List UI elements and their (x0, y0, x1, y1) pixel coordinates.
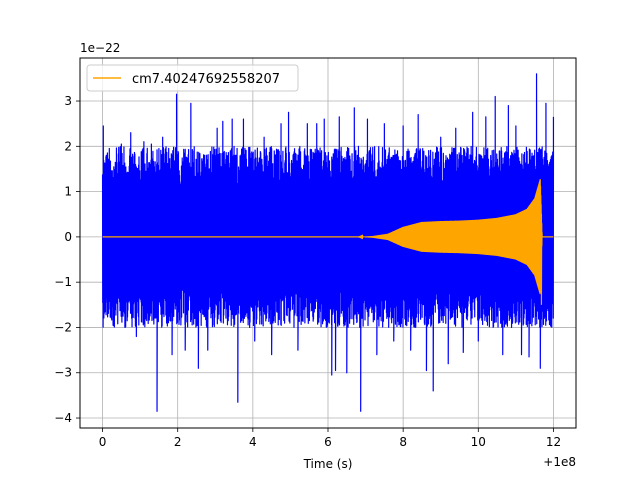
series-noise-line (101, 73, 555, 412)
y-tick-label: 3 (64, 94, 72, 108)
y-tick-label: −4 (54, 411, 72, 425)
y-tick-label: −3 (54, 366, 72, 380)
x-tick-label: 6 (324, 435, 332, 449)
legend-label: cm7.40247692558207 (132, 72, 280, 87)
y-tick-label: 1 (64, 185, 72, 199)
legend-box (86, 64, 299, 92)
x-tick-label: 0 (99, 435, 107, 449)
x-tick-label: 12 (546, 435, 561, 449)
y-tick-label: 0 (64, 230, 72, 244)
x-offset-label: +1e8 (543, 455, 576, 469)
x-axis-label: Time (s) (303, 457, 353, 471)
x-tick-label: 2 (174, 435, 182, 449)
x-tick-label: 4 (249, 435, 257, 449)
y-tick-label: −1 (54, 275, 72, 289)
x-tick-label: 8 (399, 435, 407, 449)
legend: cm7.40247692558207 (86, 64, 299, 92)
y-tick-label: 2 (64, 139, 72, 153)
y-scale-label: 1e−22 (80, 41, 120, 55)
y-tick-label: −2 (54, 320, 72, 334)
series-chirp-line (102, 179, 554, 305)
x-tick-label: 10 (471, 435, 486, 449)
series-layer (101, 73, 555, 412)
